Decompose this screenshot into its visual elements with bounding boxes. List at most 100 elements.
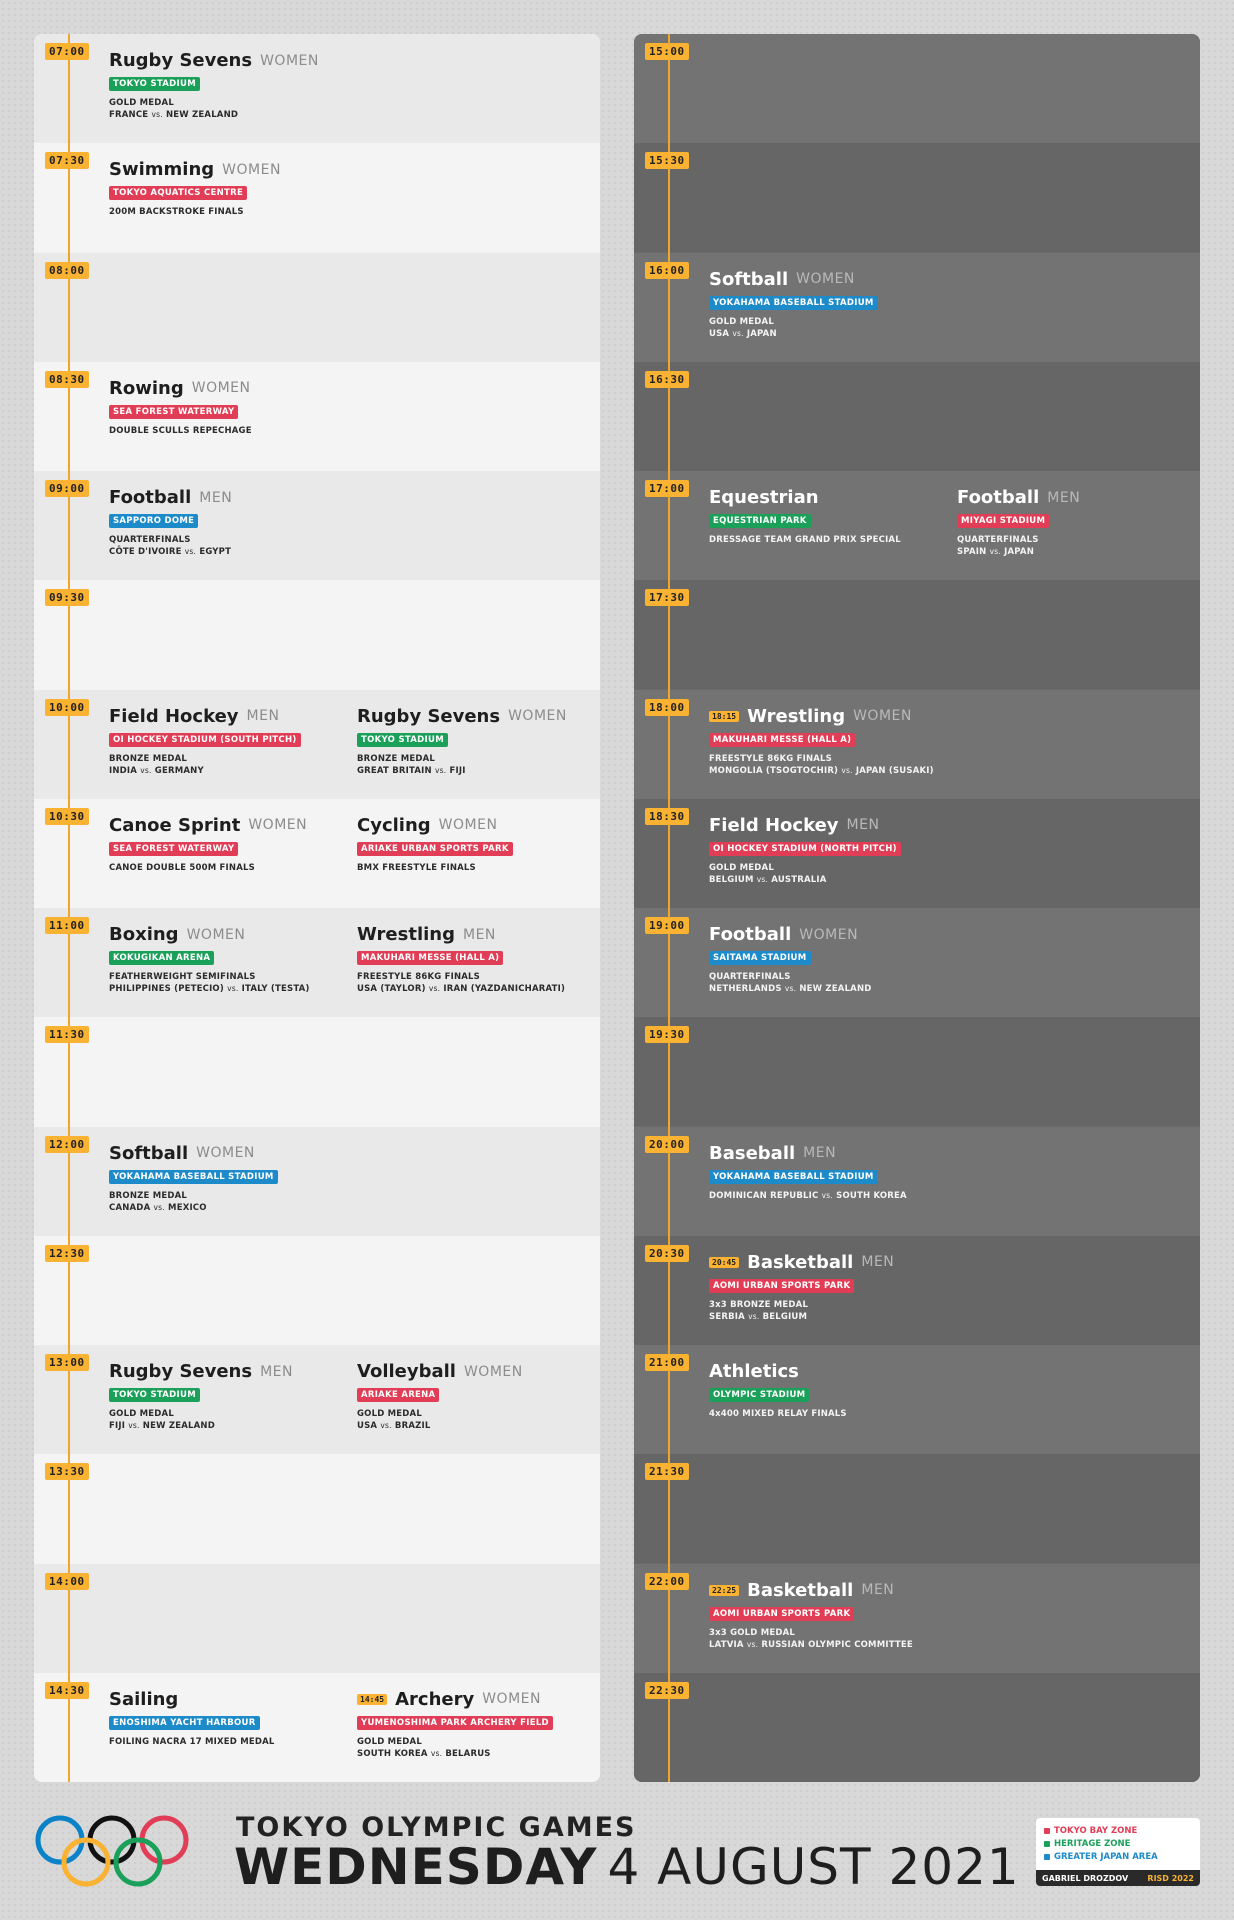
event-header: 22:25 Basketball MEN	[709, 1580, 913, 1601]
description-line: SPAIN vs. JAPAN	[957, 546, 1080, 558]
event-header: Canoe Sprint WOMEN	[109, 815, 307, 836]
event-card: Canoe Sprint WOMEN SEA FOREST WATERWAY CANO…	[109, 815, 307, 874]
description-line: GOLD MEDAL	[109, 1408, 293, 1420]
description-line: LATVIA vs. RUSSIAN OLYMPIC COMMITTEE	[709, 1639, 913, 1651]
schedule-panel-evening: 15:00 15:30 16:00 Softball WOMEN YOKAHAMA BAS…	[634, 34, 1200, 1782]
event-description: FREESTYLE 86KG FINALS MONGOLIA (TSOGTOCHI…	[709, 753, 934, 777]
description-text: JAPAN	[746, 328, 777, 339]
venue-badge: ENOSHIMA YACHT HARBOUR	[109, 1715, 260, 1730]
sport-name: Football	[709, 924, 792, 945]
venue-row: ARIAKE URBAN SPORTS PARK	[357, 836, 513, 856]
start-time-badge: 20:45	[709, 1256, 740, 1268]
description-line: FEATHERWEIGHT SEMIFINALS	[109, 971, 310, 983]
event-description: BRONZE MEDAL CANADA vs. MEXICO	[109, 1190, 278, 1214]
event-header: Swimming WOMEN	[109, 159, 281, 180]
time-slot: 18:30 Field Hockey MEN OI HOCKEY STADIUM (N…	[634, 798, 1200, 908]
description-text: NETHERLANDS	[709, 984, 782, 994]
versus-label: vs.	[227, 984, 239, 993]
description-text: JAPAN (SUSAKI)	[855, 765, 934, 776]
description-text: BELARUS	[445, 1748, 491, 1759]
sport-name: Volleyball	[357, 1361, 456, 1382]
venue-badge: AOMI URBAN SPORTS PARK	[709, 1606, 855, 1621]
time-badge: 13:00	[45, 1354, 89, 1371]
description-text: NEW ZEALAND	[142, 1421, 215, 1431]
event-description: DRESSAGE TEAM GRAND PRIX SPECIAL	[709, 534, 901, 546]
description-line: 3x3 GOLD MEDAL	[709, 1627, 913, 1639]
description-text: BMX FREESTYLE FINALS	[357, 862, 476, 873]
event-header: Volleyball WOMEN	[357, 1361, 523, 1382]
description-text: FREESTYLE 86KG FINALS	[357, 972, 480, 982]
event-description: CANOE DOUBLE 500M FINALS	[109, 862, 307, 874]
versus-label: vs.	[184, 547, 197, 556]
description-text: PHILIPPINES (PETECIO)	[109, 984, 224, 994]
venue-row: YUMENOSHIMA PARK ARCHERY FIELD	[357, 1710, 553, 1730]
gender-label: MEN	[462, 926, 496, 943]
description-line: NETHERLANDS vs. NEW ZEALAND	[709, 983, 872, 995]
event-card: 18:15 Wrestling WOMEN MAKUHARI MESSE (HALL …	[709, 706, 934, 777]
event-description: 3x3 BRONZE MEDAL SERBIA vs. BELGIUM	[709, 1299, 894, 1323]
event-header: Softball WOMEN	[109, 1143, 278, 1164]
event-card: Field Hockey MEN OI HOCKEY STADIUM (SOUTH …	[109, 706, 301, 777]
description-text: RUSSIAN OLYMPIC COMMITTEE	[761, 1639, 913, 1650]
time-slot: 16:00 Softball WOMEN YOKAHAMA BASEBALL STAD…	[634, 252, 1200, 362]
description-text: IRAN (YAZDANICHARATI)	[443, 984, 566, 994]
time-badge: 20:00	[645, 1135, 689, 1153]
versus-label: vs.	[140, 765, 152, 775]
venue-badge: SAITAMA STADIUM	[709, 951, 811, 965]
venue-badge: YOKAHAMA BASEBALL STADIUM	[709, 1169, 878, 1184]
description-text: INDIA	[109, 765, 138, 776]
description-line: USA vs. BRAZIL	[357, 1420, 523, 1432]
time-slot: 12:00 Softball WOMEN YOKAHAMA BASEBALL STAD…	[34, 1126, 600, 1236]
zone-legend: TOKYO BAY ZONE HERITAGE ZONE GREATER JAP…	[1036, 1818, 1200, 1886]
description-line: GREAT BRITAIN vs. FIJI	[357, 765, 567, 777]
versus-label: vs.	[821, 1190, 833, 1200]
description-text: QUARTERFINALS	[709, 972, 791, 982]
event-card: 20:45 Basketball MEN AOMI URBAN SPORTS PARK…	[709, 1252, 894, 1323]
venue-badge: OI HOCKEY STADIUM (NORTH PITCH)	[709, 841, 901, 856]
sport-name: Baseball	[709, 1142, 796, 1164]
versus-label: vs.	[153, 1202, 165, 1212]
event-header: Rowing WOMEN	[109, 378, 252, 399]
event-header: Rugby Sevens MEN	[109, 1361, 293, 1382]
sport-name: Softball	[709, 268, 789, 290]
description-line: GOLD MEDAL	[709, 862, 901, 874]
event-description: 200M BACKSTROKE FINALS	[109, 206, 281, 218]
time-slot: 17:30	[634, 580, 1200, 690]
description-text: BELGIUM	[762, 1311, 808, 1322]
event-description: BRONZE MEDAL GREAT BRITAIN vs. FIJI	[357, 753, 567, 777]
description-line: CANADA vs. MEXICO	[109, 1202, 278, 1214]
description-line: QUARTERFINALS	[957, 534, 1080, 546]
description-line: SERBIA vs. BELGIUM	[709, 1311, 894, 1323]
venue-row: TOKYO STADIUM	[109, 1382, 293, 1402]
venue-row: YOKAHAMA BASEBALL STADIUM	[709, 1164, 907, 1184]
time-badge: 14:00	[45, 1572, 89, 1590]
event-card: Softball WOMEN YOKAHAMA BASEBALL STADIUM BR…	[109, 1143, 278, 1214]
venue-row: ARIAKE ARENA	[357, 1382, 523, 1402]
description-text: 200M BACKSTROKE FINALS	[109, 207, 244, 218]
description-text: DRESSAGE TEAM GRAND PRIX SPECIAL	[709, 535, 901, 545]
description-line: FREESTYLE 86KG FINALS	[709, 753, 934, 765]
description-line: FRANCE vs. NEW ZEALAND	[109, 109, 319, 121]
heritage-swatch	[1044, 1840, 1050, 1847]
time-badge: 11:00	[45, 917, 89, 934]
description-line: GOLD MEDAL	[709, 316, 878, 328]
time-slot: 10:30 Canoe Sprint WOMEN SEA FOREST WATERWA…	[34, 798, 600, 908]
event-header: Sailing	[109, 1689, 275, 1710]
time-badge: 22:00	[645, 1572, 689, 1590]
description-line: SOUTH KOREA vs. BELARUS	[357, 1748, 553, 1760]
description-text: FRANCE	[109, 110, 149, 120]
school-credit: RISD 2022	[1147, 1873, 1194, 1883]
description-line: USA vs. JAPAN	[709, 328, 878, 340]
description-text: GOLD MEDAL	[357, 1409, 422, 1419]
gender-label: MEN	[846, 817, 880, 834]
venue-row: OI HOCKEY STADIUM (SOUTH PITCH)	[109, 727, 301, 747]
event-header: Field Hockey MEN	[709, 815, 901, 836]
description-text: BRONZE MEDAL	[357, 753, 436, 764]
time-slot: 09:30	[34, 580, 600, 690]
description-line: USA (TAYLOR) vs. IRAN (YAZDANICHARATI)	[357, 983, 565, 995]
venue-badge: OI HOCKEY STADIUM (SOUTH PITCH)	[109, 732, 301, 747]
event-description: QUARTERFINALS SPAIN vs. JAPAN	[957, 534, 1080, 558]
time-badge: 12:00	[45, 1135, 89, 1153]
venue-row: SAITAMA STADIUM	[709, 945, 872, 965]
venue-row: TOKYO AQUATICS CENTRE	[109, 180, 281, 201]
